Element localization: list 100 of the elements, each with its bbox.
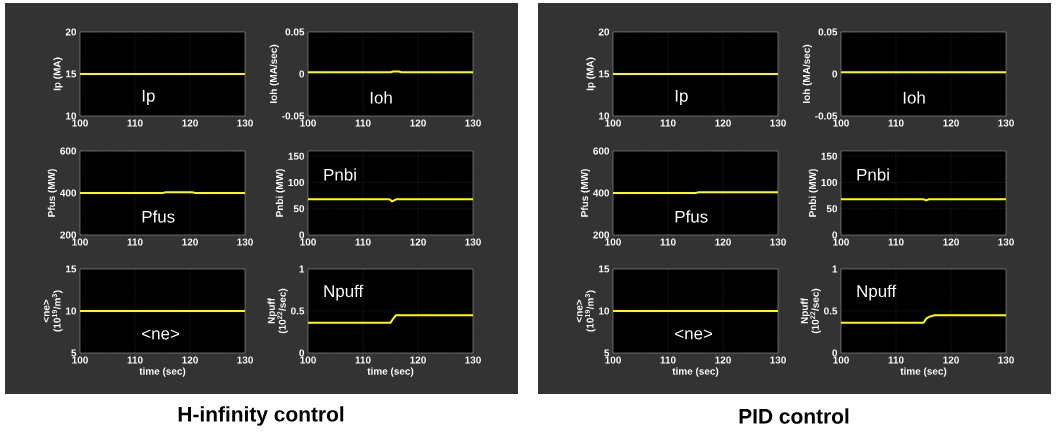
y-axis-title: Ioh (MA/sec) [269, 44, 279, 103]
series-label: Npuff [324, 284, 364, 301]
x-tick-label: 100 [72, 356, 88, 364]
x-tick-label: 120 [943, 238, 959, 246]
y-tick-label: 1 [299, 265, 305, 273]
x-tick-label: 130 [465, 238, 481, 246]
y-tick-label: 10 [66, 112, 77, 120]
x-tick-label: 110 [355, 238, 371, 246]
x-tick-label: 110 [888, 119, 904, 127]
y-tick-label: 0 [299, 349, 305, 357]
y-axis-title: Pfus (MW) [580, 169, 591, 217]
x-tick-label: 130 [998, 238, 1014, 246]
y-tick-label: 100 [288, 178, 305, 187]
x-tick-label: 100 [72, 119, 88, 127]
series-label: Pnbi [324, 168, 356, 181]
x-tick-label: 110 [660, 238, 676, 246]
x-tick-label: 110 [888, 238, 904, 246]
line-series [841, 314, 1007, 324]
series-label: Ioh [903, 91, 925, 104]
x-tick-label: 120 [182, 356, 198, 364]
series-label: Ip [675, 89, 688, 106]
y-tick-label: 200 [593, 231, 610, 239]
y-tick-label: 10 [599, 112, 610, 120]
y-tick-label: 20 [65, 28, 77, 36]
y-tick-label: 50 [826, 205, 838, 213]
text: H-infinity control [178, 406, 344, 426]
x-tick-label: 110 [127, 356, 143, 364]
x-tick-label: 120 [410, 238, 426, 246]
x-tick-label: 100 [72, 238, 88, 246]
y-tick-label: 15 [599, 70, 610, 78]
y-tick-label: 50 [293, 205, 305, 213]
x-tick-label: 130 [465, 356, 481, 364]
series-label: <ne> [675, 329, 713, 340]
y-tick-label: 0.05 [818, 28, 838, 36]
y-axis-title: Pfus (MW) [47, 169, 58, 217]
x-tick-label: 110 [888, 356, 904, 364]
x-tick-label: 100 [605, 356, 621, 364]
y-tick-label: 15 [599, 265, 610, 273]
y-tick-label: 0.5 [291, 307, 305, 315]
series-label: Pnbi [857, 168, 889, 181]
x-tick-label: 130 [998, 356, 1014, 364]
x-tick-label: 120 [182, 238, 198, 246]
y-tick-label: 400 [593, 189, 610, 197]
x-tick-label: 120 [943, 356, 959, 364]
x-tick-label: 130 [237, 238, 253, 246]
x-tick-label: 100 [605, 238, 621, 246]
y-tick-label: 0 [832, 231, 838, 239]
y-tick-label: 0 [832, 70, 838, 78]
y-tick-label: 600 [593, 147, 610, 155]
y-tick-label: 5 [71, 349, 77, 357]
x-tick-label: 130 [770, 119, 786, 127]
y-tick-label: 0.5 [824, 307, 838, 315]
y-tick-label: 0 [299, 231, 305, 239]
y-tick-label: 1 [832, 265, 838, 273]
series-label: Ioh [370, 91, 392, 104]
series-label: <ne> [142, 329, 180, 340]
x-axis-title: time (sec) [367, 367, 414, 377]
series-label: Pfus [675, 210, 708, 223]
text: PID control [739, 408, 849, 424]
x-tick-label: 120 [410, 119, 426, 127]
x-axis-title: time (sec) [672, 367, 719, 377]
y-tick-label: 100 [821, 178, 838, 187]
y-tick-label: 20 [598, 28, 610, 36]
x-tick-label: 110 [660, 119, 676, 127]
x-tick-label: 130 [237, 356, 253, 364]
x-tick-label: 120 [410, 356, 426, 364]
x-tick-label: 120 [182, 119, 198, 127]
y-axis-title: Ip (MA) [586, 57, 596, 91]
y-tick-label: 10 [599, 307, 610, 315]
x-tick-label: 110 [127, 119, 143, 127]
y-axis-title: Ioh (MA/sec) [802, 44, 812, 103]
y-tick-label: 0 [299, 70, 305, 78]
x-tick-label: 130 [770, 356, 786, 364]
x-tick-label: 100 [605, 119, 621, 127]
y-axis-title: Pnbi (MW) [275, 169, 286, 217]
x-tick-label: 120 [715, 356, 731, 364]
x-tick-label: 130 [465, 119, 481, 127]
x-tick-label: 110 [355, 356, 371, 364]
x-tick-label: 120 [715, 119, 731, 127]
y-tick-label: -0.05 [815, 112, 838, 120]
y-tick-label: 5 [604, 349, 610, 357]
x-tick-label: 110 [127, 238, 143, 246]
y-tick-label: 600 [60, 147, 77, 155]
x-tick-label: 130 [770, 238, 786, 246]
y-tick-label: 15 [66, 70, 77, 78]
y-axis-title: Pnbi (MW) [808, 169, 819, 217]
series-label: Ip [142, 89, 155, 106]
y-axis-title: Ip (MA) [53, 57, 63, 91]
y-tick-label: 15 [66, 265, 77, 273]
y-tick-label: 10 [66, 307, 77, 315]
y-tick-label: 400 [60, 189, 77, 197]
series-label: Npuff [857, 284, 897, 301]
y-tick-label: 200 [60, 231, 77, 239]
x-tick-label: 130 [237, 119, 253, 127]
y-tick-label: 150 [288, 152, 305, 160]
x-tick-label: 110 [660, 356, 676, 364]
y-tick-label: 0.05 [285, 28, 305, 36]
x-tick-label: 110 [355, 119, 371, 127]
x-tick-label: 120 [943, 119, 959, 127]
y-tick-label: -0.05 [282, 112, 305, 120]
